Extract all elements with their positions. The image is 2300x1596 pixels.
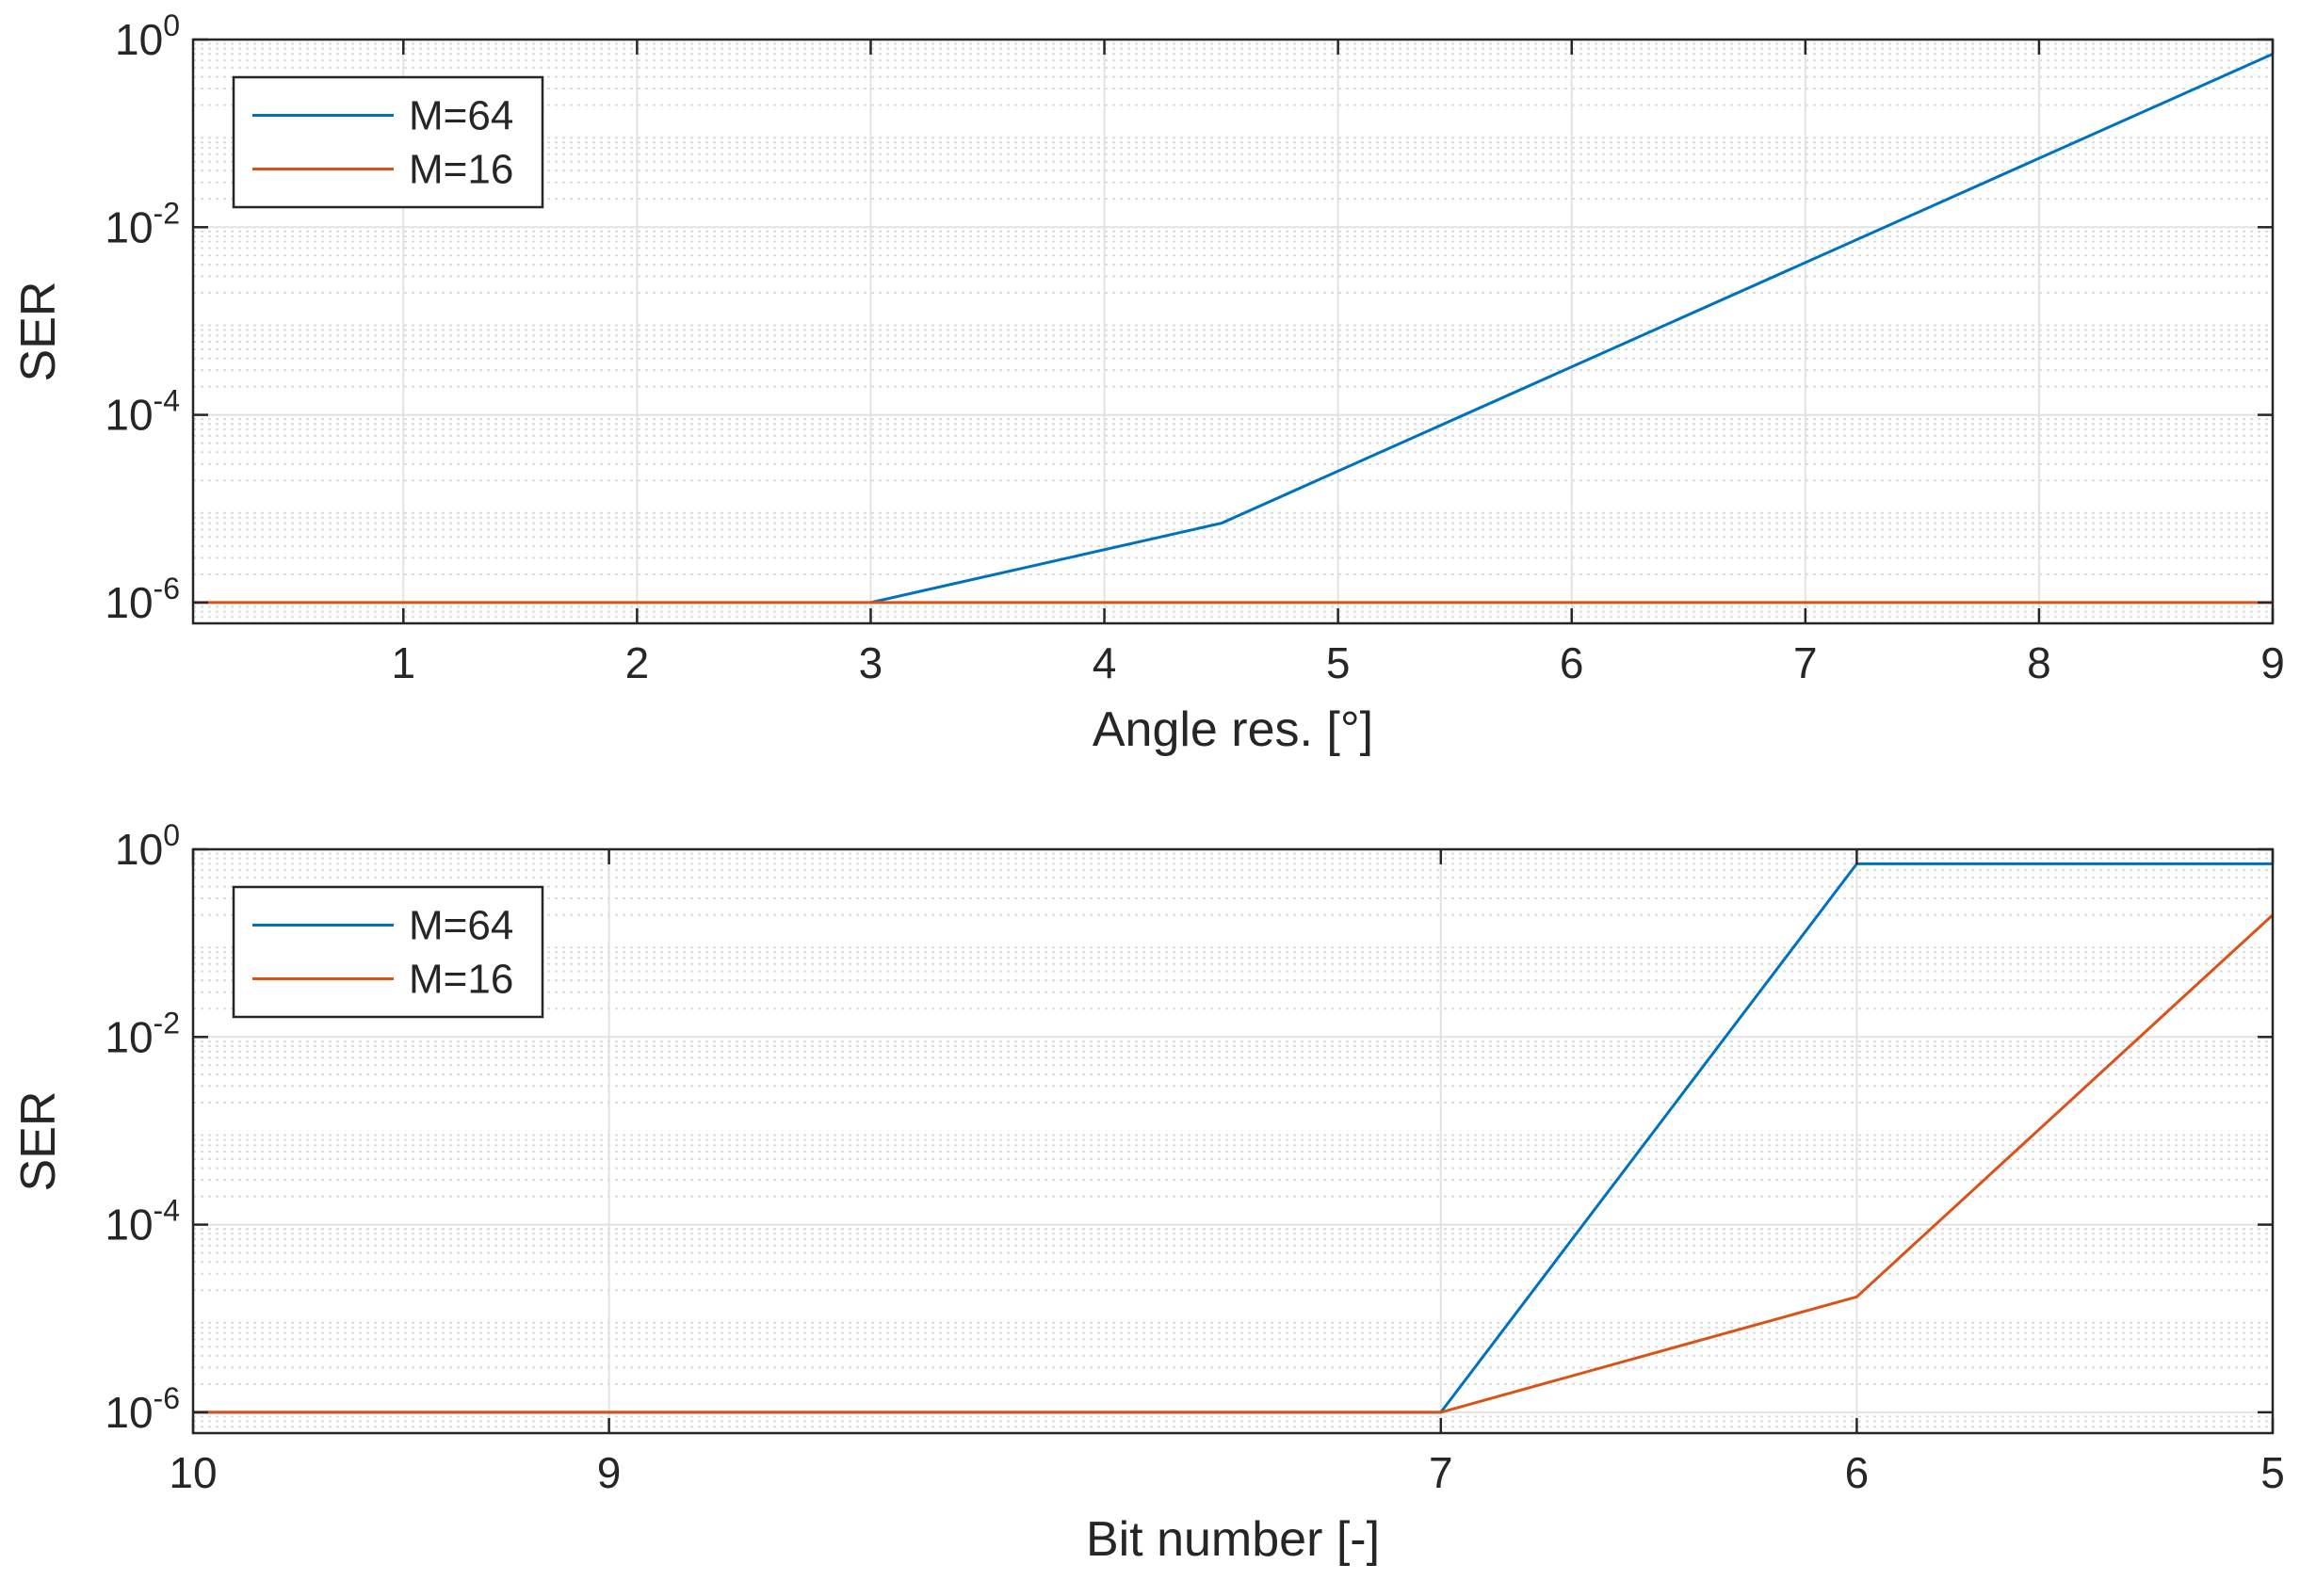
axes-box bbox=[191, 38, 2275, 625]
x-tick-label: 8 bbox=[2027, 638, 2051, 687]
x-tick-label: 1 bbox=[391, 638, 415, 687]
x-tick-label: 9 bbox=[2260, 638, 2285, 687]
x-tick-label: 3 bbox=[859, 638, 883, 687]
x-tick-label: 7 bbox=[1429, 1448, 1453, 1497]
y-axis-label: SER bbox=[11, 1091, 66, 1192]
x-axis-label: Bit number [-] bbox=[1086, 1512, 1380, 1567]
legend-box bbox=[232, 885, 544, 1019]
legend-box bbox=[232, 75, 544, 209]
y-tick-label: 100 bbox=[115, 8, 180, 64]
y-tick-label: 10-4 bbox=[105, 384, 180, 440]
y-tick-label: 10-2 bbox=[105, 196, 180, 251]
x-tick-label: 2 bbox=[625, 638, 650, 687]
axes-box bbox=[191, 847, 2275, 1435]
bottom-chart-panel: 10 9 7 6 5 10-6 10-4 10-2 100 Bit number [-] SER M=… bbox=[11, 818, 2285, 1567]
legend-label: M=64 bbox=[409, 903, 513, 949]
legend-label: M=16 bbox=[409, 147, 513, 193]
legend-label: M=64 bbox=[409, 93, 513, 139]
y-tick-label: 10-6 bbox=[105, 1381, 180, 1437]
series-line-m-64 bbox=[870, 53, 2274, 605]
legend-label: M=16 bbox=[409, 957, 513, 1003]
x-tick-label: 10 bbox=[169, 1448, 217, 1497]
y-tick-label: 10-2 bbox=[105, 1006, 180, 1061]
y-tick-label: 10-4 bbox=[105, 1194, 180, 1249]
x-tick-label: 7 bbox=[1793, 638, 1818, 687]
x-tick-label: 6 bbox=[1560, 638, 1584, 687]
x-tick-label: 6 bbox=[1845, 1448, 1870, 1497]
x-tick-label: 5 bbox=[1326, 638, 1351, 687]
y-tick-label: 100 bbox=[115, 818, 180, 874]
x-tick-label: 5 bbox=[2260, 1448, 2285, 1497]
x-axis-label: Angle res. [°] bbox=[1093, 702, 1373, 757]
y-tick-label: 10-6 bbox=[105, 572, 180, 627]
y-axis-label: SER bbox=[11, 282, 66, 382]
top-chart-panel: 1 2 3 4 5 6 7 8 9 10-6 10-4 10-2 100 Angle res. [°] SE… bbox=[11, 8, 2285, 757]
x-tick-label: 4 bbox=[1093, 638, 1117, 687]
x-tick-label: 9 bbox=[597, 1448, 622, 1497]
series-line-m-16 bbox=[193, 913, 2275, 1414]
